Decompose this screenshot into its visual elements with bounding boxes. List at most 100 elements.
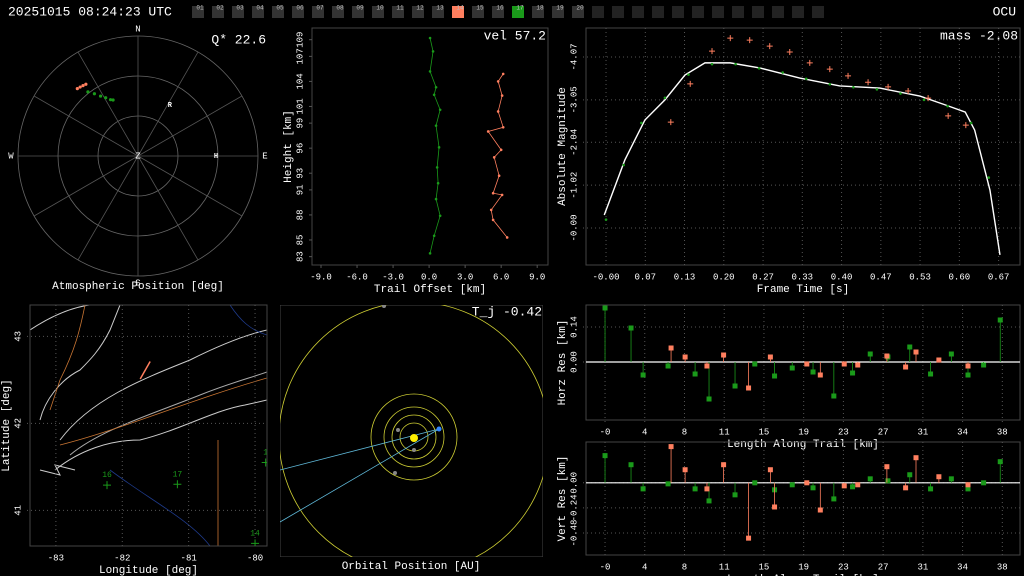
- zenith-label: Z: [135, 151, 141, 161]
- station-cross: [261, 458, 267, 467]
- point: [496, 110, 500, 113]
- cross-marker: [806, 59, 813, 66]
- cross-marker: [687, 80, 694, 87]
- stem-marker: [665, 363, 671, 369]
- station-label: 13: [436, 5, 444, 12]
- y-tick-label: 101: [295, 98, 305, 114]
- x-tick-label: -9.0: [310, 272, 332, 282]
- cross-marker: [709, 48, 716, 55]
- station-box: [692, 6, 704, 18]
- plot-frame: [29, 304, 268, 547]
- timestamp: 20251015 08:24:23 UTC: [8, 4, 172, 19]
- coastlines: [30, 305, 267, 546]
- station-box: [392, 6, 404, 18]
- station-box: [352, 6, 364, 18]
- radial-line: [33, 155, 139, 217]
- point: [899, 92, 902, 95]
- y-tick-label: 85: [295, 235, 305, 246]
- stem-marker: [903, 485, 909, 491]
- station-label: 1: [263, 449, 268, 458]
- point: [969, 121, 973, 125]
- point: [501, 72, 505, 76]
- point: [757, 67, 761, 70]
- stem-marker: [804, 361, 810, 367]
- x-tick-label: 9.0: [529, 272, 545, 282]
- marker-label: R: [168, 102, 173, 110]
- stem-marker: [850, 370, 856, 376]
- stem-marker: [884, 464, 890, 470]
- station-label: 02: [216, 5, 224, 12]
- point: [781, 71, 784, 74]
- x-tick-label: -80: [247, 553, 263, 563]
- stem-marker: [810, 485, 816, 491]
- point: [687, 73, 690, 76]
- station-box: [672, 6, 684, 18]
- x-tick-label: 19: [798, 562, 809, 572]
- y-tick-label: 109: [295, 32, 305, 48]
- compass-label: S: [135, 278, 140, 288]
- x-tick-label: 8: [682, 427, 687, 437]
- stem-marker: [913, 349, 919, 355]
- station-box: [552, 6, 564, 18]
- stem-marker: [692, 371, 698, 377]
- point: [434, 85, 438, 89]
- x-tick-label: 0.27: [752, 272, 774, 282]
- stem-marker: [841, 361, 847, 367]
- x-tick-label: 34: [957, 562, 968, 572]
- station-label: 07: [316, 5, 324, 12]
- point: [492, 156, 496, 159]
- point: [432, 93, 436, 97]
- station-box: [752, 6, 764, 18]
- point: [432, 234, 436, 238]
- stem-marker: [602, 453, 608, 459]
- x-tick-label: 23: [838, 427, 849, 437]
- point: [500, 94, 504, 97]
- y-axis-title: Height [km]: [283, 110, 295, 183]
- stem-marker: [885, 478, 891, 484]
- stem-marker: [965, 486, 971, 492]
- stem-marker: [884, 353, 890, 359]
- station-label: 09: [356, 5, 364, 12]
- station-box: [492, 6, 504, 18]
- stem-marker: [668, 345, 674, 351]
- stem-marker: [841, 483, 847, 489]
- cross-marker: [925, 95, 932, 102]
- compass-label: N: [135, 24, 140, 34]
- stem-marker: [981, 362, 987, 368]
- x-tick-label: 34: [957, 427, 968, 437]
- stem-marker: [665, 481, 671, 487]
- cross-marker: [766, 43, 773, 50]
- x-axis-title: Orbital Position [AU]: [342, 561, 481, 573]
- track-point: [104, 96, 108, 100]
- point: [437, 146, 441, 149]
- track-point: [75, 87, 79, 91]
- x-tick-label: -3.0: [382, 272, 404, 282]
- plot-frame: [585, 441, 1021, 556]
- station-label: 17: [516, 5, 524, 12]
- y-tick-label: -0.48: [569, 520, 579, 547]
- cross-marker: [845, 72, 852, 79]
- point: [604, 218, 608, 221]
- station-label: 12: [416, 5, 424, 12]
- station-label: 03: [236, 5, 244, 12]
- stem-marker: [628, 325, 634, 331]
- y-tick-label: 91: [295, 184, 305, 195]
- y-tick-label: -2.04: [569, 129, 579, 156]
- y-tick-label: -4.07: [569, 43, 579, 70]
- radial-line: [33, 95, 139, 157]
- stem-marker: [732, 492, 738, 498]
- point: [663, 96, 667, 100]
- station-box: [572, 6, 584, 18]
- x-tick-label: 38: [997, 562, 1008, 572]
- x-tick-label: 0.07: [634, 272, 656, 282]
- station-box: [652, 6, 664, 18]
- y-tick-label: 99: [295, 118, 305, 129]
- plot-frame: [585, 27, 1021, 266]
- stem-marker: [981, 480, 987, 486]
- x-axis-title: Longitude [deg]: [99, 565, 198, 576]
- station-label: 16: [496, 5, 504, 12]
- x-tick-label: 19: [798, 427, 809, 437]
- stem-marker: [850, 484, 856, 490]
- station-box: [452, 6, 464, 18]
- point: [435, 166, 439, 169]
